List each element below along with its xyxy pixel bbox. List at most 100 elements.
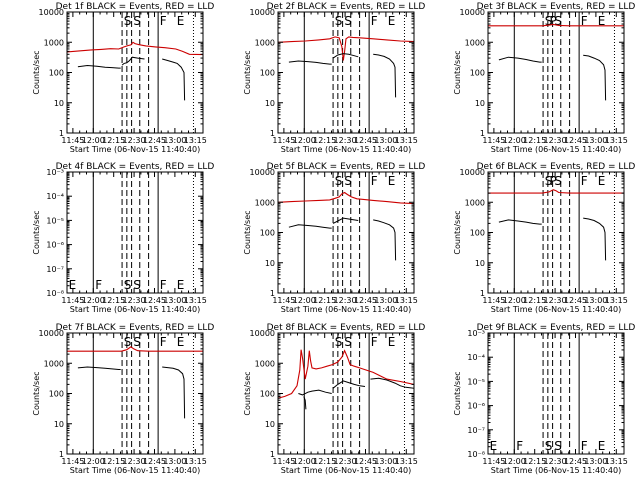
- events-series-line: [162, 58, 186, 101]
- detector-panel-2: Det 2f BLACK = Events, RED = LLD S S F E 1 10 1…: [243, 2, 425, 154]
- y-tick-label: 10: [475, 259, 485, 268]
- x-tick-label: 13:00: [374, 136, 397, 145]
- x-tick-label: 12:30: [123, 296, 146, 305]
- y-tick-label: 10⁻⁴: [467, 353, 485, 362]
- x-tick-label: 12:00: [503, 457, 526, 466]
- panel-title: Det 5f BLACK = Events, RED = LLD: [267, 162, 426, 172]
- y-tick-label: 10: [54, 420, 64, 429]
- region-label: S: [545, 439, 553, 453]
- plot-frame: [66, 171, 204, 294]
- x-axis-title: Start Time (06-Nov-15 11:40:40): [281, 305, 411, 314]
- y-tick-label: 1: [59, 450, 64, 459]
- x-tick-label: 12:15: [313, 296, 336, 305]
- region-label: F: [371, 174, 378, 188]
- x-tick-label: 11:45: [61, 136, 84, 145]
- y-tick-label: 1: [270, 289, 275, 298]
- region-label: E: [69, 278, 77, 292]
- x-tick-label: 13:15: [605, 296, 628, 305]
- lld-series-line: [278, 36, 414, 61]
- lld-series-line: [67, 41, 203, 56]
- y-tick-label: 100: [260, 229, 275, 238]
- region-label: E: [598, 174, 606, 188]
- y-axis-title: Counts/sec: [453, 371, 462, 415]
- events-series-line: [77, 366, 121, 370]
- x-axis-title: Start Time (06-Nov-15 11:40:40): [281, 466, 411, 475]
- x-tick-label: 12:30: [544, 136, 567, 145]
- region-label: F: [371, 335, 378, 349]
- region-label: S: [545, 174, 553, 188]
- events-series-line: [583, 217, 607, 261]
- x-axis-title: Start Time (06-Nov-15 11:40:40): [281, 145, 411, 154]
- y-tick-label: 10⁻⁸: [46, 289, 64, 298]
- y-tick-label: 100: [260, 69, 275, 78]
- events-series-line: [370, 377, 414, 389]
- events-series-line: [332, 53, 359, 59]
- x-tick-label: 11:45: [482, 457, 505, 466]
- x-axis-title: Start Time (06-Nov-15 11:40:40): [491, 305, 621, 314]
- x-tick-label: 12:15: [102, 296, 125, 305]
- x-tick-label: 12:15: [102, 457, 125, 466]
- y-axis-title: Counts/sec: [453, 50, 462, 94]
- x-tick-label: 13:15: [184, 136, 207, 145]
- region-label: E: [598, 14, 606, 28]
- plot-frame: [487, 11, 625, 134]
- events-series-line: [298, 389, 332, 396]
- region-label: F: [160, 278, 167, 292]
- region-label: S: [545, 14, 553, 28]
- y-tick-label: 10: [265, 99, 275, 108]
- region-label: E: [388, 174, 396, 188]
- x-axis-title: Start Time (06-Nov-15 11:40:40): [491, 466, 621, 475]
- x-tick-label: 12:45: [564, 457, 587, 466]
- x-axis-title: Start Time (06-Nov-15 11:40:40): [491, 145, 621, 154]
- x-tick-label: 12:45: [354, 457, 377, 466]
- x-tick-label: 12:15: [313, 457, 336, 466]
- x-axis-title: Start Time (06-Nov-15 11:40:40): [70, 305, 200, 314]
- y-tick-label: 1: [59, 129, 64, 138]
- y-tick-label: 100: [470, 69, 485, 78]
- x-tick-label: 13:00: [584, 296, 607, 305]
- region-label: E: [490, 439, 498, 453]
- x-tick-label: 12:30: [334, 457, 357, 466]
- region-label: F: [160, 14, 167, 28]
- region-label: S: [335, 335, 343, 349]
- region-label: E: [177, 335, 185, 349]
- y-tick-label: 1: [480, 289, 485, 298]
- y-tick-label: 10000: [250, 8, 275, 17]
- y-axis-title: Counts/sec: [243, 210, 252, 254]
- detector-panel-7: Det 7f BLACK = Events, RED = LLD S S F E 1 10 1…: [32, 323, 214, 475]
- region-label: F: [581, 439, 588, 453]
- y-tick-label: 1000: [465, 198, 485, 207]
- y-tick-label: 1000: [255, 38, 275, 47]
- x-tick-label: 12:45: [143, 136, 166, 145]
- region-label: S: [124, 14, 132, 28]
- y-axis-title: Counts/sec: [32, 371, 41, 415]
- x-tick-label: 12:15: [523, 296, 546, 305]
- region-label: S: [133, 14, 141, 28]
- y-tick-label: 10⁻⁴: [46, 192, 64, 201]
- y-axis-title: Counts/sec: [32, 210, 41, 254]
- region-label: S: [554, 174, 562, 188]
- y-tick-label: 10⁻⁵: [46, 216, 64, 225]
- x-tick-label: 12:45: [143, 296, 166, 305]
- region-label: E: [177, 14, 185, 28]
- x-tick-label: 12:15: [523, 457, 546, 466]
- region-label: E: [598, 439, 606, 453]
- panel-title: Det 4f BLACK = Events, RED = LLD: [56, 162, 215, 172]
- y-tick-label: 10000: [460, 8, 485, 17]
- x-tick-label: 12:15: [102, 136, 125, 145]
- x-tick-label: 12:30: [123, 136, 146, 145]
- lld-series-line: [278, 191, 414, 205]
- x-tick-label: 13:00: [374, 296, 397, 305]
- events-series-line: [332, 380, 366, 389]
- x-tick-label: 13:00: [163, 457, 186, 466]
- x-tick-label: 12:00: [82, 136, 105, 145]
- y-tick-label: 1000: [44, 38, 64, 47]
- x-tick-label: 12:30: [334, 296, 357, 305]
- y-tick-label: 1000: [255, 359, 275, 368]
- events-series-line: [77, 64, 121, 69]
- region-label: F: [581, 174, 588, 188]
- y-tick-label: 100: [470, 229, 485, 238]
- region-label: P: [550, 14, 557, 28]
